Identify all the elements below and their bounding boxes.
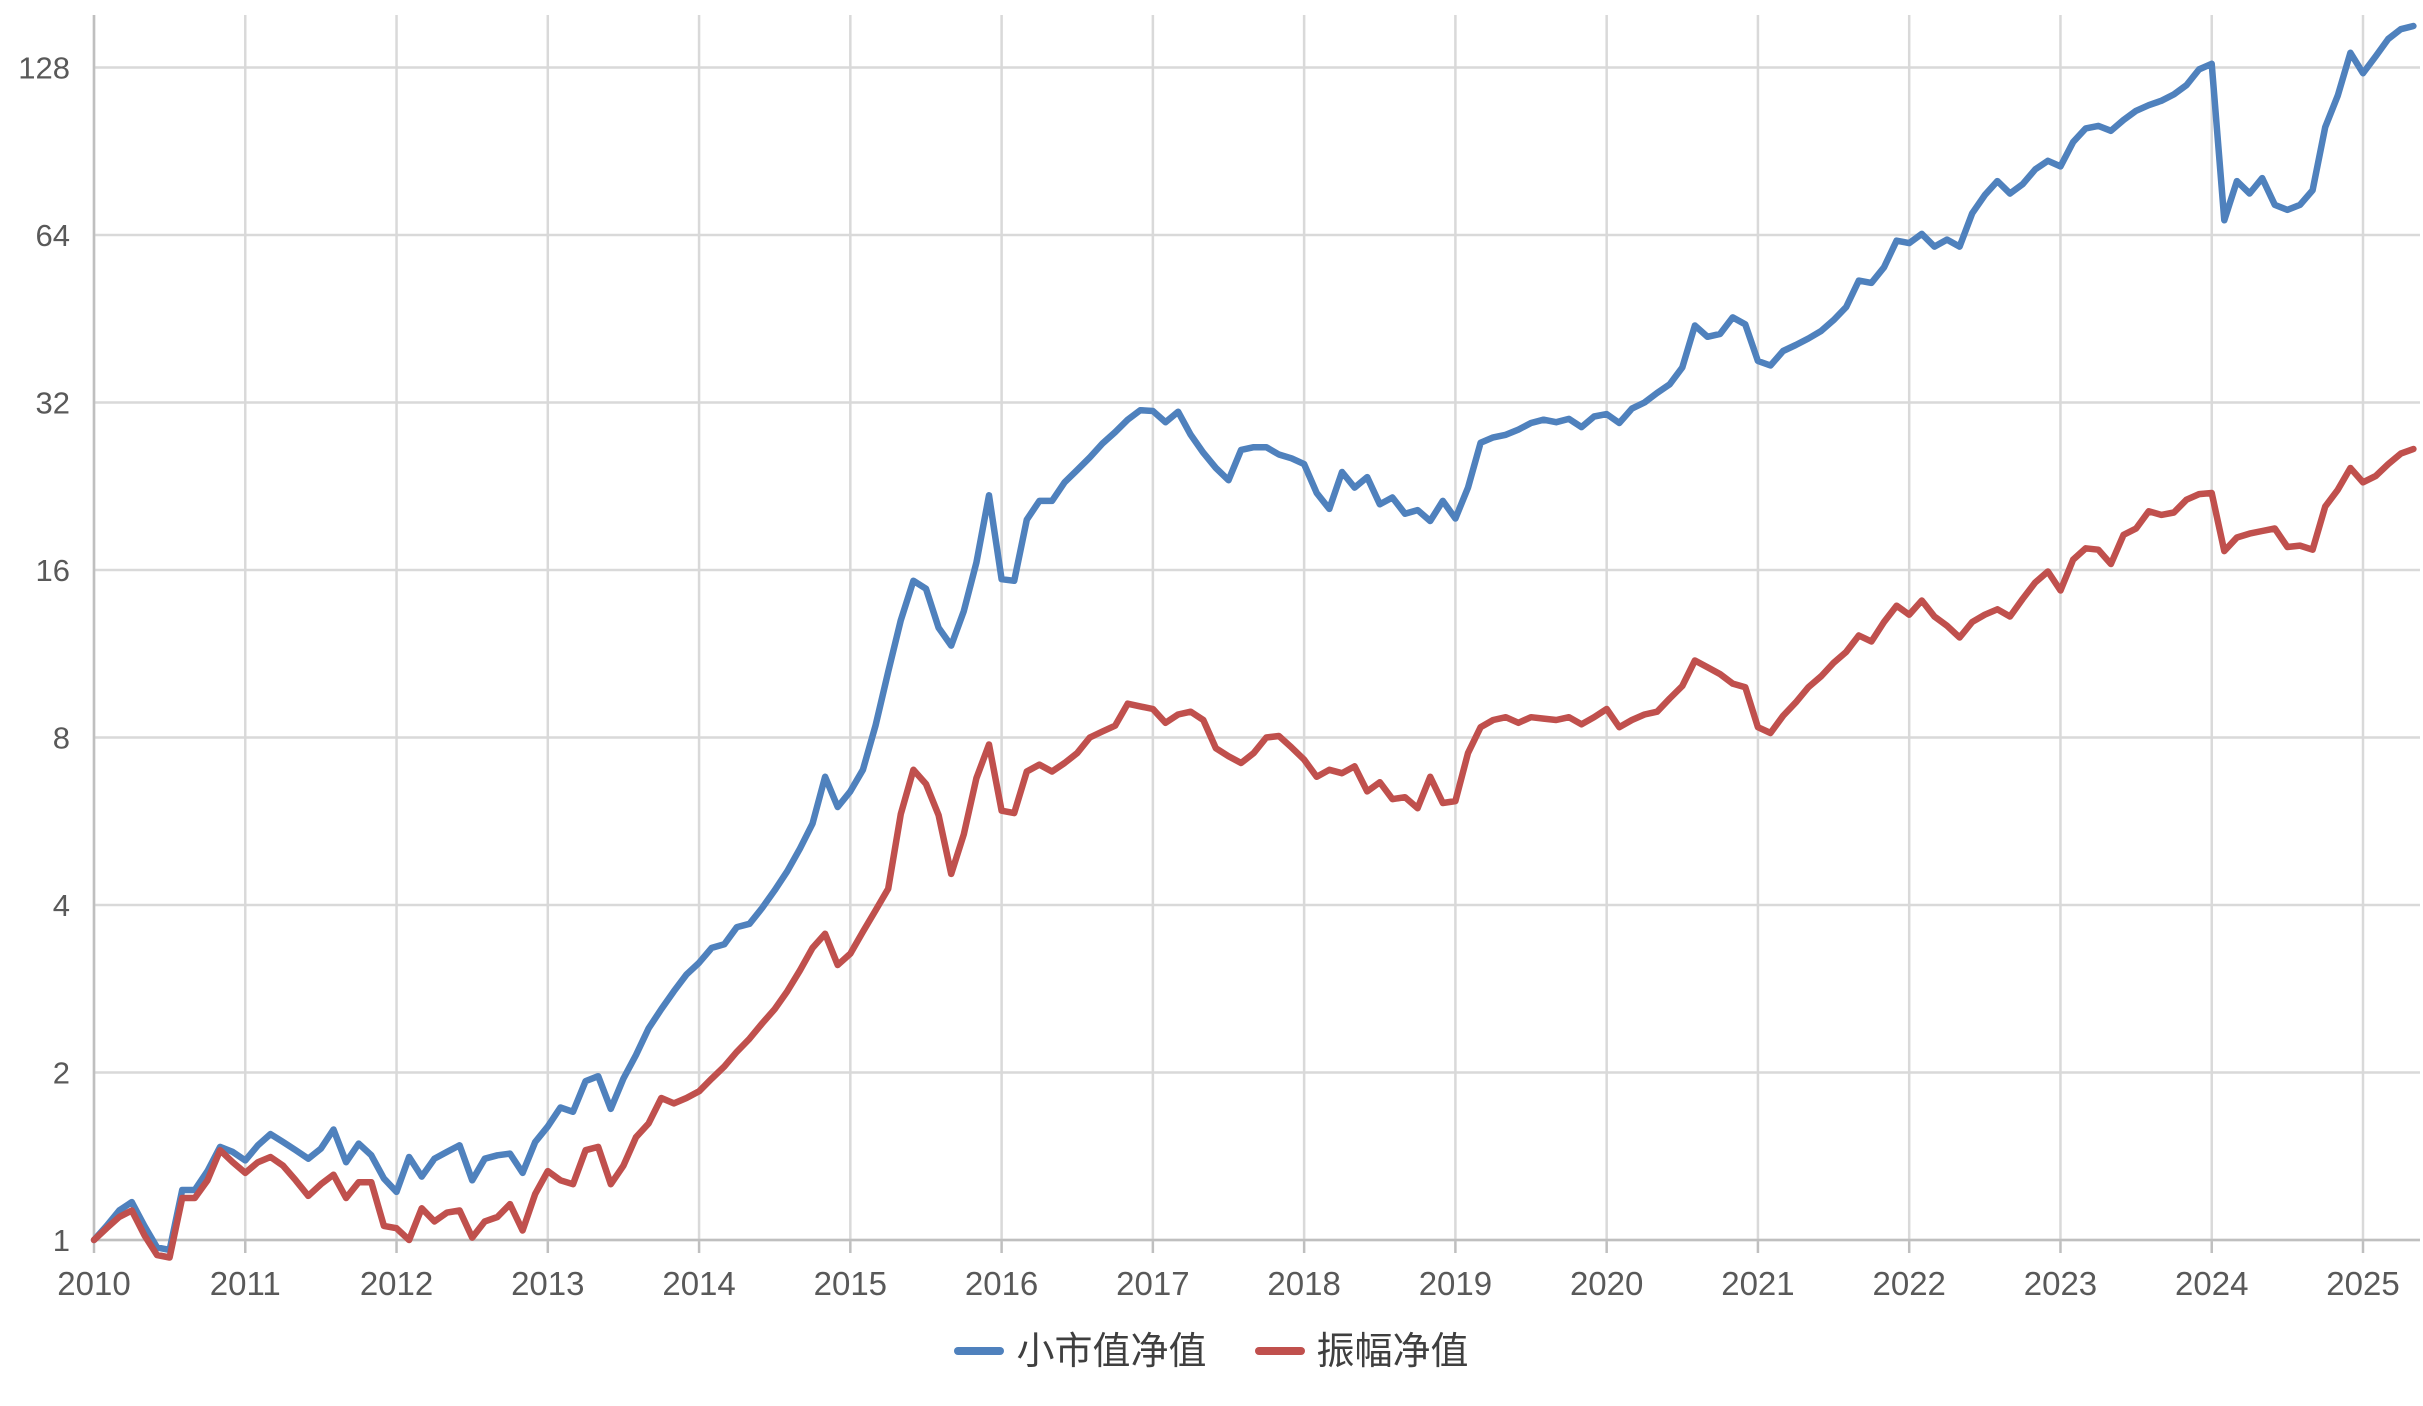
y-tick-label-2: 2 [53,1056,70,1091]
x-tick-label-2013: 2013 [511,1265,584,1302]
x-tick-label-2018: 2018 [1267,1265,1340,1302]
legend-swatch-amplitude-icon [1254,1347,1305,1355]
legend-label-amplitude: 振幅净值 [1316,1329,1469,1373]
x-tick-label-2015: 2015 [814,1265,887,1302]
y-tick-label-64: 64 [36,218,70,253]
legend-swatch-smallcap-icon [954,1347,1005,1355]
legend-item-smallcap-nav[interactable]: 小市值净值 [954,1329,1207,1373]
y-tick-label-32: 32 [36,386,70,421]
horizontal-gridlines [94,66,2420,1242]
x-tick-label-2012: 2012 [360,1265,433,1302]
x-tick-label-2017: 2017 [1116,1265,1189,1302]
x-tick-label-2019: 2019 [1419,1265,1492,1302]
chart-legend: 小市值净值 振幅净值 [0,1332,2423,1370]
x-tick-label-2016: 2016 [965,1265,1038,1302]
vertical-gridlines [92,15,2365,1253]
x-tick-label-2023: 2023 [2024,1265,2097,1302]
x-tick-label-2024: 2024 [2175,1265,2248,1302]
y-tick-label-4: 4 [53,888,70,923]
x-tick-label-2014: 2014 [662,1265,735,1302]
x-tick-label-2025: 2025 [2326,1265,2399,1302]
y-axis-labels: 1 2 4 8 16 32 64 128 [18,51,70,1259]
x-tick-label-2020: 2020 [1570,1265,1643,1302]
x-tick-label-2021: 2021 [1721,1265,1794,1302]
x-tick-label-2010: 2010 [57,1265,130,1302]
y-tick-label-16: 16 [36,553,70,588]
series-line-amplitude-nav[interactable] [90,445,2417,1261]
legend-label-smallcap: 小市值净值 [1016,1329,1207,1373]
y-tick-label-1: 1 [53,1223,70,1258]
series-line-smallcap-nav[interactable] [90,22,2417,1254]
x-tick-label-2011: 2011 [210,1265,281,1302]
x-tick-label-2022: 2022 [1872,1265,1945,1302]
axes [92,15,2420,1242]
y-tick-label-128: 128 [18,51,70,86]
x-axis-labels: 2010 2011 2012 2013 2014 2015 2016 2017 2018 2019… [57,1265,2399,1302]
legend-item-amplitude-nav[interactable]: 振幅净值 [1254,1329,1469,1373]
y-tick-label-8: 8 [53,721,70,756]
